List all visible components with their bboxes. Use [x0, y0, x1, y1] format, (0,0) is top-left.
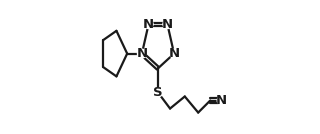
Circle shape: [138, 49, 146, 58]
Circle shape: [154, 88, 163, 97]
Circle shape: [217, 96, 226, 105]
Circle shape: [170, 49, 179, 58]
Circle shape: [144, 20, 153, 29]
Text: N: N: [136, 47, 148, 60]
Text: N: N: [162, 18, 173, 31]
Text: N: N: [169, 47, 180, 60]
Text: S: S: [153, 86, 163, 99]
Text: N: N: [143, 18, 154, 31]
Text: N: N: [216, 94, 227, 107]
Circle shape: [163, 20, 172, 29]
